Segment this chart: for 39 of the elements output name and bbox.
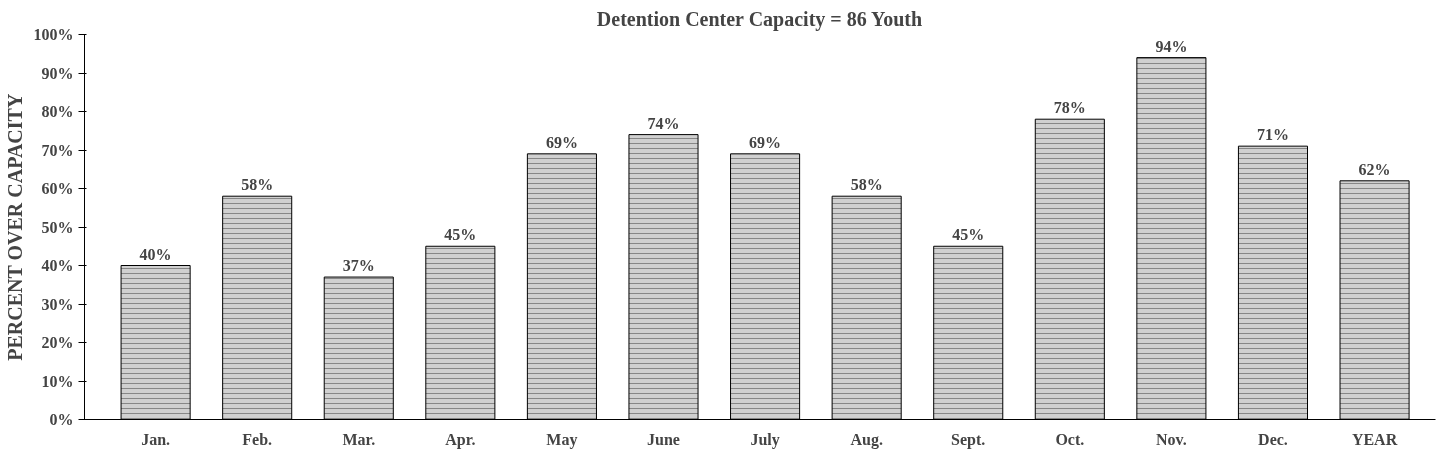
y-tick-label: 100% (33, 26, 74, 43)
x-tick-label: July (750, 430, 780, 449)
y-tick-label: 60% (41, 180, 74, 197)
x-tick-label: Jan. (141, 430, 171, 448)
data-label: 69% (749, 133, 782, 151)
x-tick-label: Aug. (850, 430, 883, 449)
y-tick-label: 0% (49, 411, 74, 428)
y-tick-label: 20% (41, 334, 74, 351)
y-tick-label: 10% (41, 372, 74, 390)
data-label: 78% (1053, 99, 1086, 117)
data-label: 45% (952, 226, 985, 244)
x-tick-label: Apr. (445, 430, 476, 449)
x-tick-label: Feb. (242, 430, 273, 448)
data-label: 71% (1256, 126, 1289, 144)
data-label: 45% (444, 226, 477, 244)
y-tick-label: 40% (41, 257, 74, 274)
data-label: 69% (545, 133, 578, 151)
data-label: 94% (1155, 37, 1188, 55)
x-tick-label: Sept. (951, 430, 986, 449)
data-label: 74% (647, 114, 680, 132)
y-tick-label: 30% (41, 295, 74, 313)
y-tick-label: 90% (41, 64, 74, 82)
data-label: 37% (342, 257, 375, 275)
x-tick-label: YEAR (1351, 430, 1398, 448)
y-tick-label: 80% (41, 103, 74, 120)
x-tick-label: May (546, 430, 578, 449)
y-tick-label: 50% (41, 218, 74, 236)
data-label: 62% (1358, 160, 1391, 178)
data-label: 40% (139, 245, 172, 263)
data-label: 58% (241, 176, 274, 194)
x-tick-label: Dec. (1258, 430, 1288, 448)
chart-title: Detention Center Capacity = 86 Youth (596, 7, 923, 31)
x-tick-label: Mar. (342, 430, 376, 448)
y-axis-title: PERCENT OVER CAPACITY (3, 93, 26, 361)
x-tick-label: Nov. (1156, 430, 1187, 448)
y-tick-label: 70% (41, 141, 74, 159)
x-tick-label: Oct. (1055, 430, 1085, 448)
x-tick-label: June (647, 430, 680, 448)
data-label: 58% (850, 176, 883, 194)
